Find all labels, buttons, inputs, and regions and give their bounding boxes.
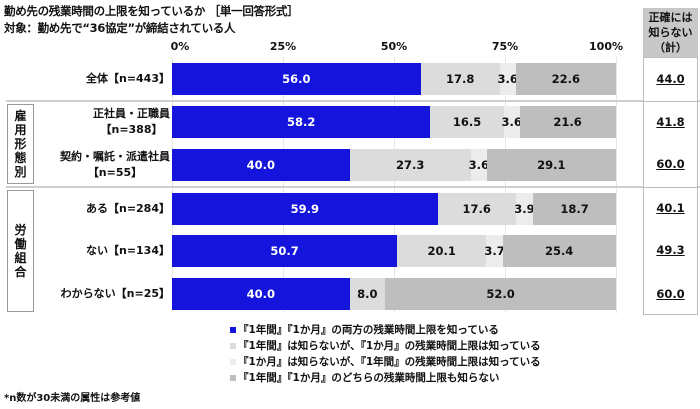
- bar-segment: 18.7: [533, 193, 616, 225]
- bar-segment: 50.7: [172, 235, 398, 267]
- bar-segment: 3.6: [469, 149, 489, 181]
- bar-segment: 25.4: [502, 235, 616, 267]
- bar-segment: 27.3: [349, 149, 471, 181]
- bar-segment: 52.0: [385, 278, 616, 310]
- bar-segment: 3.7: [484, 235, 505, 267]
- legend-label: 『1か月』は知らないが、『1年間』の残業時間上限は知っている: [238, 356, 541, 368]
- gridline: [616, 57, 617, 313]
- row-label: 正社員・正職員 【n=388】: [93, 106, 170, 138]
- row-label-n: 【n=55】: [87, 166, 143, 179]
- row-label-n: 【n=388】: [100, 123, 163, 136]
- side-header-line: 知らない: [648, 26, 693, 39]
- bar-segment: 58.2: [172, 106, 431, 138]
- bar-segment: 16.5: [430, 106, 504, 138]
- side-value: 49.3: [656, 243, 685, 257]
- legend-label: 『1年間』は知らないが、『1か月』の残業時間上限は知っている: [238, 340, 541, 352]
- bar-segment: 17.8: [420, 63, 500, 95]
- legend-label: 『1年間』『1か月』のどちらの残業時間上限も知らない: [238, 372, 500, 384]
- group-char: 用: [14, 123, 27, 137]
- legend-swatch-icon: [230, 343, 236, 349]
- group-char: 合: [14, 265, 27, 279]
- group-label-employment: 雇 用 形 態 別: [7, 104, 34, 184]
- bar-segment: 8.0: [349, 278, 386, 310]
- side-column-box: [643, 101, 698, 188]
- side-value: 60.0: [656, 157, 685, 171]
- axis-tick-25: 25%: [269, 40, 297, 53]
- group-char: 態: [14, 151, 27, 165]
- row-label: ある【n=284】: [86, 201, 170, 217]
- legend-item: 『1年間』『1か月』のどちらの残業時間上限も知らない: [230, 370, 541, 386]
- bar-segment: 40.0: [172, 149, 350, 181]
- legend-label: 『1年間』『1か月』の両方の残業時間上限を知っている: [238, 324, 499, 336]
- axis-tick-100: 100%: [589, 40, 623, 53]
- row-label-text: ある【n=284】: [85, 202, 170, 215]
- group-separator: [6, 100, 700, 102]
- group-label-union: 労 働 組 合: [7, 190, 34, 312]
- gridline: [172, 57, 173, 313]
- bar-row: 50.7 20.1 3.7 25.4: [172, 235, 616, 267]
- side-column-box: [643, 187, 698, 315]
- group-separator: [6, 186, 700, 188]
- axis-tick-0: 0%: [170, 40, 190, 53]
- bar-segment: 3.6: [497, 63, 518, 95]
- legend: 『1年間』『1か月』の両方の残業時間上限を知っている 『1年間』は知らないが、『…: [230, 322, 541, 386]
- gridline: [283, 57, 284, 313]
- legend-item: 『1年間』『1か月』の両方の残業時間上限を知っている: [230, 322, 541, 338]
- group-char: 雇: [14, 109, 27, 123]
- bar-row: 40.0 8.0 52.0: [172, 278, 616, 310]
- legend-item: 『1年間』は知らないが、『1か月』の残業時間上限は知っている: [230, 338, 541, 354]
- legend-item: 『1か月』は知らないが、『1年間』の残業時間上限は知っている: [230, 354, 541, 370]
- side-header-line: 正確には: [648, 11, 693, 24]
- bar-segment: 40.0: [172, 278, 350, 310]
- gridline: [394, 57, 395, 313]
- row-label-text: ない【n=134】: [85, 244, 170, 257]
- bar-row: 58.2 16.5 3.6 21.6: [172, 106, 616, 138]
- side-value: 40.1: [656, 201, 685, 215]
- axis-tick-75: 75%: [491, 40, 519, 53]
- bar-segment: 59.9: [172, 193, 438, 225]
- footnote: *n数が30未満の属性は参考値: [4, 393, 141, 404]
- bar-row: 59.9 17.6 3.9 18.7: [172, 193, 616, 225]
- legend-swatch-icon: [230, 327, 236, 333]
- bar-row: 40.0 27.3 3.6 29.1: [172, 149, 616, 181]
- row-label: わからない【n=25】: [61, 286, 170, 302]
- group-char: 形: [14, 137, 27, 151]
- chart-title: 勤め先の残業時間の上限を知っているか ［単一回答形式］: [4, 4, 299, 18]
- axis-tick-50: 50%: [380, 40, 408, 53]
- legend-swatch-icon: [230, 375, 236, 381]
- bar-segment: 56.0: [172, 63, 421, 95]
- side-value: 41.8: [656, 115, 685, 129]
- side-column-box: [643, 57, 698, 102]
- row-label-text: 正社員・正職員: [93, 107, 170, 120]
- bar-segment: 17.6: [437, 193, 516, 225]
- gridline: [505, 57, 506, 313]
- bar-segment: 21.6: [519, 106, 616, 138]
- group-char: 働: [14, 237, 27, 251]
- row-label: ない【n=134】: [86, 243, 170, 259]
- side-value: 44.0: [656, 72, 685, 86]
- row-label-text: 全体【n=443】: [85, 72, 170, 85]
- bar-segment: 3.9: [514, 193, 535, 225]
- chart-subtitle: 対象：勤め先で“36協定”が締結されている人: [4, 21, 236, 35]
- row-label: 契約・嘱託・派遣社員 【n=55】: [60, 149, 170, 181]
- bar-row: 56.0 17.8 3.6 22.6: [172, 63, 616, 95]
- bar-segment: 20.1: [397, 235, 487, 267]
- bar-segment: 29.1: [486, 149, 616, 181]
- row-label-text: 契約・嘱託・派遣社員: [60, 150, 170, 163]
- group-char: 別: [14, 165, 27, 179]
- legend-swatch-icon: [230, 359, 236, 365]
- row-label-text: わからない【n=25】: [60, 287, 170, 300]
- bar-segment: 3.6: [501, 106, 522, 138]
- group-char: 労: [14, 223, 27, 237]
- bar-segment: 22.6: [515, 63, 616, 95]
- group-char: 組: [14, 251, 27, 265]
- side-header-line: （計）: [654, 41, 687, 54]
- side-value: 60.0: [656, 287, 685, 301]
- row-label: 全体【n=443】: [86, 71, 170, 87]
- side-column-header: 正確には 知らない （計）: [643, 8, 698, 57]
